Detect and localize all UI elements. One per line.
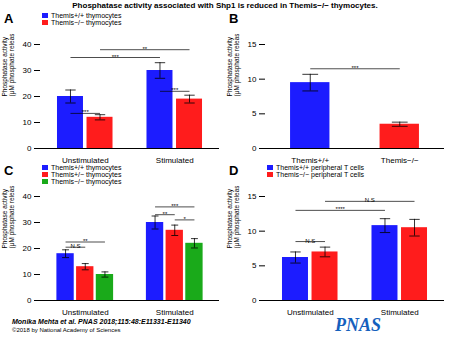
svg-text:***: ***	[171, 203, 179, 209]
svg-text:***: ***	[351, 65, 359, 71]
svg-text:Phosphatase activity(μM phosph: Phosphatase activity(μM phosphate releas…	[1, 186, 16, 249]
html-text:Themis+/− thymocytes: Themis+/− thymocytes	[51, 171, 122, 178]
svg-text:N.S: N.S	[70, 243, 80, 249]
svg-text:Unstimulated: Unstimulated	[62, 156, 109, 164]
svg-text:0: 0	[27, 296, 32, 305]
svg-text:**: **	[83, 238, 88, 244]
svg-text:30: 30	[23, 218, 32, 227]
svg-text:**: **	[163, 211, 168, 217]
svg-text:Phosphatase activity(μM phosph: Phosphatase activity(μM phosphate releas…	[226, 34, 241, 97]
html-text:D: D	[229, 163, 239, 178]
svg-text:15: 15	[248, 192, 257, 201]
html-text:Themis+/+ peripheral T cells: Themis+/+ peripheral T cells	[276, 164, 365, 171]
svg-text:10: 10	[248, 75, 257, 84]
svg-text:40: 40	[23, 40, 32, 49]
svg-text:***: ***	[171, 87, 179, 93]
svg-text:Themis−/−: Themis−/−	[381, 156, 419, 164]
svg-text:40: 40	[23, 192, 32, 201]
svg-text:30: 30	[23, 66, 32, 75]
html-text:A: A	[4, 11, 14, 26]
svg-text:10: 10	[248, 227, 257, 236]
svg-text:15: 15	[248, 40, 257, 49]
html-text:Phosphatase activity associate: Phosphatase activity associated with Shp…	[72, 1, 378, 10]
svg-text:*: *	[183, 216, 186, 222]
html-text:PNAS: PNAS	[335, 315, 381, 335]
svg-text:Phosphatase activity(μM phosph: Phosphatase activity(μM phosphate releas…	[226, 186, 241, 249]
svg-text:5: 5	[252, 109, 257, 118]
svg-text:10: 10	[23, 118, 32, 127]
html-text:Monika Mehta et al. PNAS 2018;: Monika Mehta et al. PNAS 2018;115:48:E11…	[12, 318, 191, 325]
svg-text:Stimulated: Stimulated	[156, 156, 194, 164]
svg-text:N.S: N.S	[365, 197, 375, 203]
svg-text:5: 5	[252, 261, 257, 270]
svg-text:0: 0	[27, 144, 32, 153]
svg-text:**: **	[142, 46, 147, 52]
svg-text:20: 20	[23, 92, 32, 101]
html-text:B: B	[229, 11, 239, 26]
svg-text:***: ***	[112, 54, 120, 60]
svg-text:0: 0	[252, 144, 257, 153]
html-text:Themis+/+ thymocytes: Themis+/+ thymocytes	[51, 164, 122, 171]
svg-text:Unstimulated: Unstimulated	[287, 308, 334, 316]
svg-text:0: 0	[252, 296, 257, 305]
html-text:©2018 by National Academy of S: ©2018 by National Academy of Sciences	[12, 327, 121, 333]
html-text:Themis−/− thymocytes: Themis−/− thymocytes	[51, 19, 122, 26]
html-text:Themis+/+ thymocytes: Themis+/+ thymocytes	[51, 12, 122, 19]
html-text:C: C	[4, 163, 14, 178]
html-text:Themis−/− thymocytes: Themis−/− thymocytes	[51, 178, 122, 185]
svg-text:Themis+/+: Themis+/+	[291, 156, 329, 164]
svg-text:20: 20	[23, 244, 32, 253]
svg-text:****: ****	[336, 206, 346, 212]
html-text:Themis−/− peripheral T cells: Themis−/− peripheral T cells	[276, 171, 365, 178]
svg-text:Unstimulated: Unstimulated	[62, 308, 109, 316]
svg-text:Stimulated: Stimulated	[156, 308, 194, 316]
svg-text:Stimulated: Stimulated	[381, 308, 419, 316]
svg-text:10: 10	[23, 270, 32, 279]
svg-text:Phosphatase activity(μM phosph: Phosphatase activity(μM phosphate releas…	[1, 34, 16, 97]
svg-text:N.S: N.S	[305, 238, 315, 244]
svg-text:***: ***	[82, 109, 90, 115]
